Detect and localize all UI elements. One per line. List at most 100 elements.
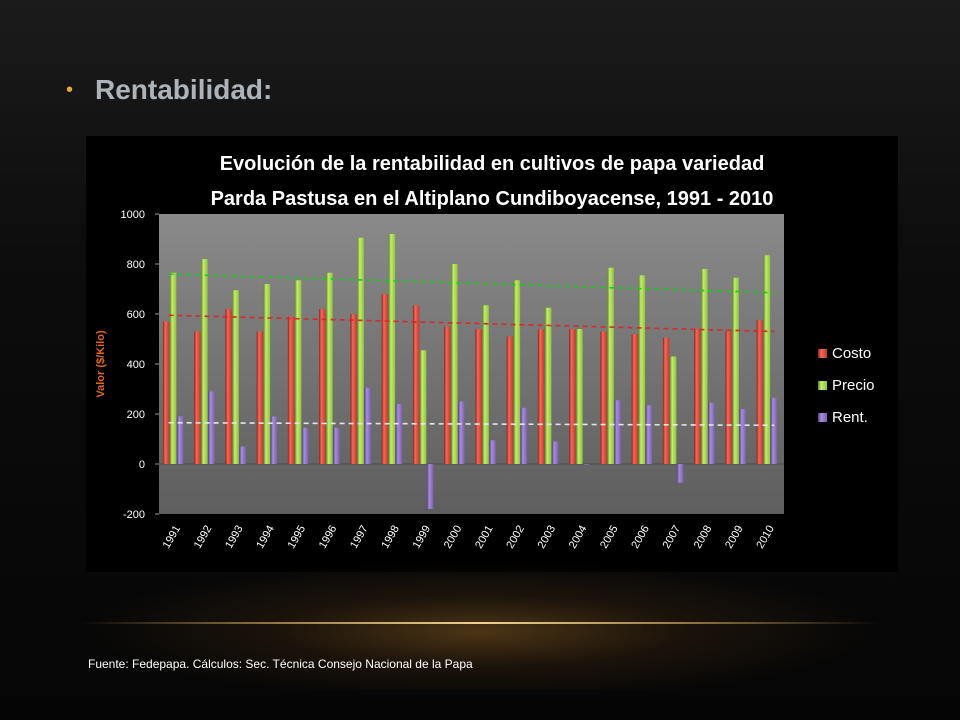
bar-rent [770, 397, 778, 464]
bar-costo [319, 309, 326, 464]
bar-precio [763, 255, 771, 464]
x-tick-label: 1998 [379, 524, 402, 551]
bar-costo [412, 305, 420, 464]
x-tick-label: 2003 [536, 524, 559, 551]
x-tick-label: 2001 [473, 524, 496, 551]
bar-precio [669, 356, 677, 464]
x-tick-label: 2004 [567, 524, 590, 551]
x-tick-label: 1997 [348, 524, 371, 551]
x-tick-label: 2007 [661, 524, 684, 551]
x-tick-label: 1991 [161, 524, 184, 551]
bar-costo [537, 329, 545, 464]
y-axis-title: Valor ($/Kilo) [95, 330, 107, 398]
bar-rent [645, 405, 653, 464]
x-tick-label: 2010 [754, 524, 777, 551]
bar-rent [708, 402, 715, 464]
y-tick-label: 0 [139, 459, 145, 471]
bar-precio [169, 272, 177, 464]
bar-precio [482, 305, 489, 464]
bar-precio [263, 284, 271, 464]
bar-costo [756, 320, 764, 464]
bar-precio [513, 280, 521, 464]
bar-rent [676, 464, 684, 483]
bar-rent [301, 427, 309, 464]
bar-precio [451, 264, 458, 464]
x-tick-label: 1995 [286, 524, 309, 551]
bar-precio [701, 269, 708, 464]
bar-costo [662, 337, 670, 464]
bar-rent [614, 400, 621, 464]
bar-rent [458, 401, 465, 464]
bar-precio [326, 272, 333, 464]
x-tick-label: 2008 [692, 524, 715, 551]
bar-costo [694, 329, 701, 464]
x-tick-label: 2009 [723, 524, 746, 551]
bar-rent [551, 441, 559, 464]
trendline-precio [168, 273, 775, 294]
bar-costo [569, 329, 576, 464]
bar-rent [270, 416, 278, 464]
bar-rent [489, 440, 496, 464]
x-tick-label: 1993 [223, 524, 246, 551]
source-note: Fuente: Fedepapa. Cálculos: Sec. Técnica… [88, 657, 473, 671]
bar-rent [583, 464, 590, 465]
decorative-glow-line [80, 622, 880, 624]
x-tick-label: 1992 [192, 524, 215, 551]
legend-swatch-rent [818, 413, 827, 422]
bar-costo [506, 336, 514, 464]
bar-rent [520, 407, 528, 464]
bar-costo [381, 294, 389, 464]
bar-rent [176, 416, 184, 464]
y-tick-label: 200 [127, 409, 145, 421]
chart-panel: Evolución de la rentabilidad en cultivos… [86, 136, 898, 572]
bar-costo [256, 331, 264, 464]
bar-costo [287, 316, 295, 464]
x-tick-label: 1994 [254, 524, 277, 551]
bar-rent [395, 404, 403, 464]
bar-rent [364, 387, 371, 464]
bar-rent [333, 427, 340, 464]
legend-label-rent: Rent. [832, 409, 868, 426]
bar-costo [725, 331, 732, 464]
chart-title-line-1: Evolución de la rentabilidad en cultivos… [220, 153, 765, 175]
x-tick-label: 2005 [598, 524, 621, 551]
chart-svg: Evolución de la rentabilidad en cultivos… [95, 153, 875, 551]
x-tick-label: 2000 [442, 524, 465, 551]
bar-costo [350, 314, 357, 464]
trendline-rent [168, 421, 775, 427]
bar-rent [739, 409, 746, 464]
legend-swatch-precio [818, 381, 827, 390]
x-tick-label: 1999 [411, 524, 434, 551]
bar-precio [201, 259, 208, 464]
bar-precio [732, 277, 739, 464]
bar-costo [225, 309, 232, 464]
bar-precio [232, 290, 239, 464]
y-tick-label: -200 [123, 509, 145, 521]
slide-title: Rentabilidad: [95, 74, 273, 105]
bar-costo [631, 334, 639, 464]
bar-precio [419, 350, 427, 464]
plot-area [159, 214, 784, 514]
bar-costo [194, 331, 201, 464]
y-tick-label: 1000 [121, 209, 145, 221]
legend-label-precio: Precio [832, 377, 875, 394]
x-tick-label: 2006 [629, 524, 652, 551]
y-tick-label: 400 [127, 359, 145, 371]
bar-costo [162, 321, 170, 464]
bar-rent [239, 446, 246, 464]
legend-swatch-costo [818, 349, 827, 358]
decorative-glow [80, 560, 880, 690]
bar-costo [600, 331, 607, 464]
bullet-icon: • [66, 79, 74, 101]
y-tick-label: 800 [127, 259, 145, 271]
bar-costo [475, 329, 482, 464]
bar-costo [444, 326, 451, 464]
legend-label-costo: Costo [832, 345, 871, 362]
x-tick-label: 1996 [317, 524, 340, 551]
y-tick-label: 600 [127, 309, 145, 321]
bar-precio [294, 280, 302, 464]
bar-precio [357, 237, 364, 464]
bar-precio [576, 329, 583, 464]
x-tick-label: 2002 [504, 524, 527, 551]
bar-precio [544, 307, 552, 464]
